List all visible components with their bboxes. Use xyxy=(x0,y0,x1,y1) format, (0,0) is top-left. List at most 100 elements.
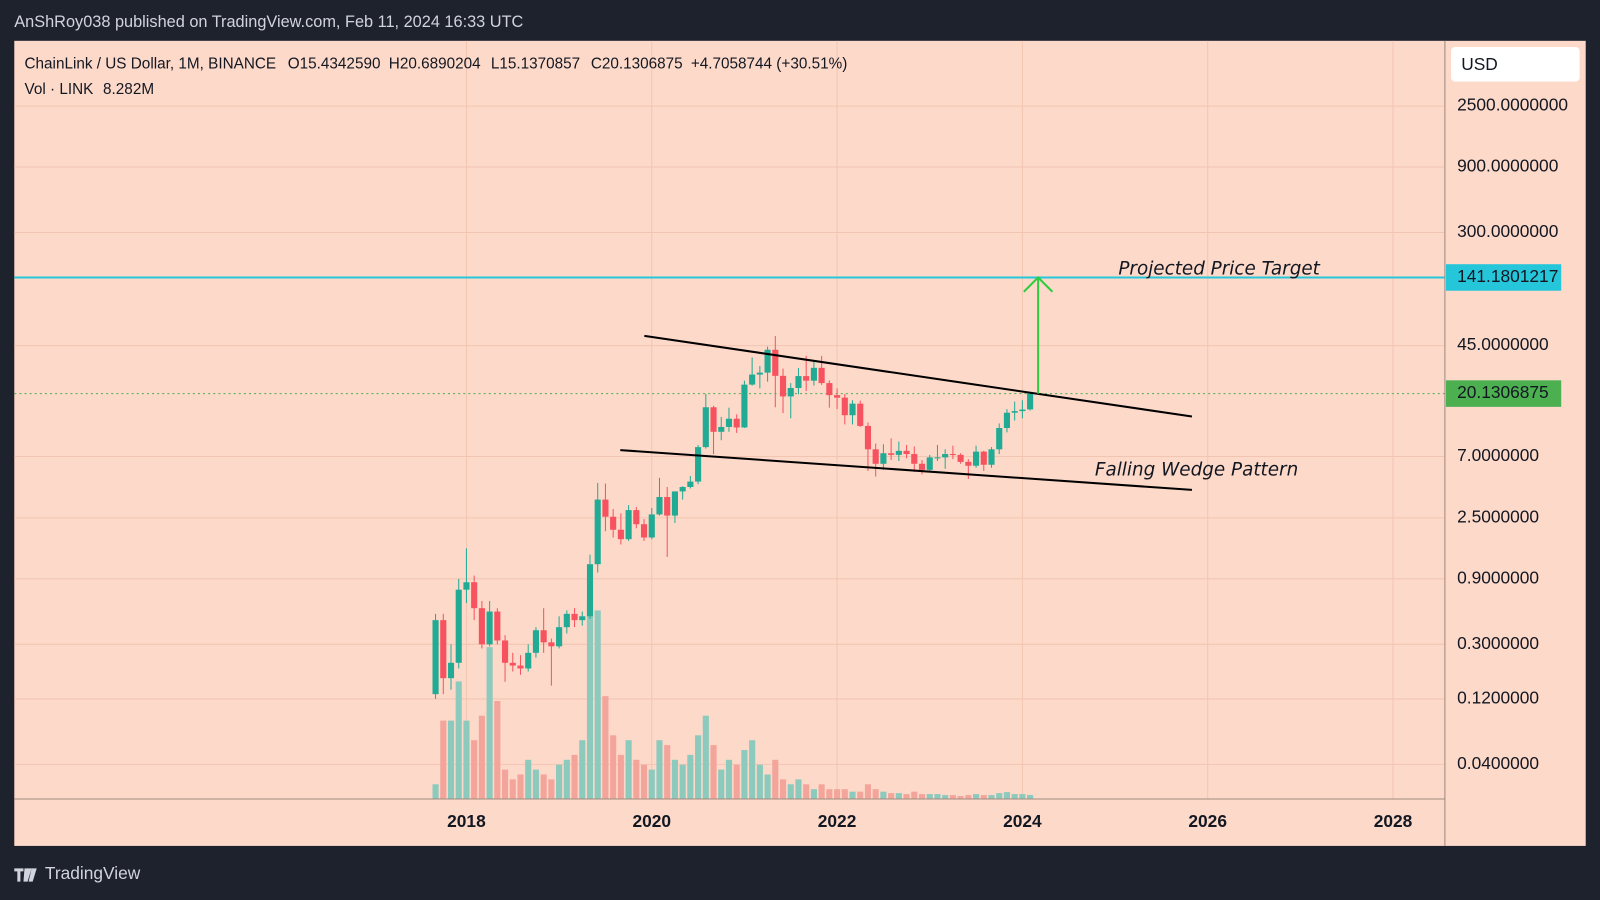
candle-body xyxy=(486,611,493,645)
candle-body xyxy=(687,481,694,487)
y-tick-label: 0.0400000 xyxy=(1457,753,1539,773)
change: +4.7058744 (+30.51%) xyxy=(691,55,848,72)
candle-body xyxy=(779,375,787,397)
candle-body xyxy=(965,461,972,466)
volume-bar xyxy=(1011,794,1018,799)
volume-bar xyxy=(779,779,787,799)
y-tick-label: 0.3000000 xyxy=(1457,633,1539,653)
candle-body xyxy=(656,497,663,515)
volume-bar xyxy=(695,735,702,799)
volume-bar xyxy=(671,759,678,799)
candle-body xyxy=(826,383,833,396)
volume-bar xyxy=(918,794,926,799)
volume-bar xyxy=(640,764,648,799)
volume-bar xyxy=(563,759,570,799)
volume-bar xyxy=(895,793,902,799)
candle-body xyxy=(455,589,462,663)
candle-body xyxy=(849,403,856,416)
volume-bar xyxy=(818,784,825,799)
price-label: 20.1306875 xyxy=(1457,382,1549,402)
plot xyxy=(14,40,1445,799)
candle-body xyxy=(432,620,439,695)
volume-bar xyxy=(664,745,671,799)
y-tick-label: 2.5000000 xyxy=(1457,506,1539,526)
volume-bar xyxy=(648,769,655,799)
candle-body xyxy=(864,425,872,450)
low: L15.1370857 xyxy=(491,55,580,72)
candle-body xyxy=(764,349,771,373)
candle-body xyxy=(671,491,678,516)
volume-bar xyxy=(826,789,833,799)
candle-body xyxy=(679,486,686,492)
candle-body xyxy=(594,499,601,565)
candle-body xyxy=(810,367,817,381)
volume-bar xyxy=(710,745,717,799)
candle-body xyxy=(996,427,1003,450)
volume-title: Vol · LINK xyxy=(24,81,94,98)
volume-bar xyxy=(772,759,779,799)
candle-body xyxy=(517,665,524,669)
candle-body xyxy=(463,582,470,590)
x-tick-label: 2026 xyxy=(1188,811,1227,831)
logo xyxy=(14,868,37,882)
candle-body xyxy=(934,457,941,459)
candle-body xyxy=(834,395,841,398)
candle-body xyxy=(1011,411,1018,413)
volume-bar xyxy=(1019,794,1026,799)
target-arrow-head xyxy=(1023,276,1054,293)
open: O15.4342590 xyxy=(288,55,381,72)
volume-value: 8.282M xyxy=(103,81,154,98)
volume-bar xyxy=(787,784,794,799)
volume-bar xyxy=(478,715,485,799)
volume-bar xyxy=(725,759,733,799)
x-tick-label: 2018 xyxy=(447,811,486,831)
volume-bar xyxy=(579,740,586,799)
candle-body xyxy=(579,616,586,621)
volume-bar xyxy=(741,750,748,799)
volume-bar xyxy=(749,740,756,799)
volume-bar xyxy=(957,796,964,799)
chart-area xyxy=(14,40,1586,846)
candle-body xyxy=(702,407,709,448)
candle-body xyxy=(440,620,447,679)
volume-bar xyxy=(942,795,949,799)
candle-body xyxy=(1003,412,1011,428)
y-tick-label: 300.0000000 xyxy=(1457,221,1558,241)
trendline xyxy=(644,334,1193,418)
volume-bar xyxy=(594,610,601,799)
volume-bar xyxy=(756,764,763,799)
candle-body xyxy=(640,524,648,538)
volume-bar xyxy=(517,774,524,799)
volume-bar xyxy=(926,794,933,799)
price-label-box xyxy=(1445,264,1562,291)
y-tick-label: 0.9000000 xyxy=(1457,567,1539,587)
candle-body xyxy=(571,613,578,621)
candle-body xyxy=(795,376,802,389)
volume-bar xyxy=(849,791,856,799)
candle-body xyxy=(818,367,825,384)
currency[interactable]: USD xyxy=(1461,54,1498,74)
volume-bar xyxy=(486,647,493,799)
volume-bar xyxy=(996,793,1003,799)
candle-body xyxy=(602,499,609,517)
publish-info: AnShRoy038 published on TradingView.com,… xyxy=(14,13,523,31)
volume-bar xyxy=(432,784,439,799)
candle-body xyxy=(872,449,879,464)
candle-body xyxy=(548,642,555,647)
y-tick-label: 7.0000000 xyxy=(1457,445,1539,465)
candle-body xyxy=(918,463,926,470)
candle-body xyxy=(563,613,570,628)
volume-bar xyxy=(988,795,995,799)
volume-bar xyxy=(501,769,509,799)
volume-bar xyxy=(718,769,725,799)
volume-bar xyxy=(934,794,941,799)
y-tick-label: 900.0000000 xyxy=(1457,156,1558,176)
candle-body xyxy=(972,451,980,466)
x-tick-label: 2022 xyxy=(818,811,857,831)
candle-body xyxy=(586,564,594,617)
volume-bar xyxy=(857,791,864,799)
volume-bar xyxy=(532,769,540,799)
candle-body xyxy=(803,376,810,381)
currency-box[interactable] xyxy=(1451,46,1580,82)
volume-bar xyxy=(965,795,972,799)
